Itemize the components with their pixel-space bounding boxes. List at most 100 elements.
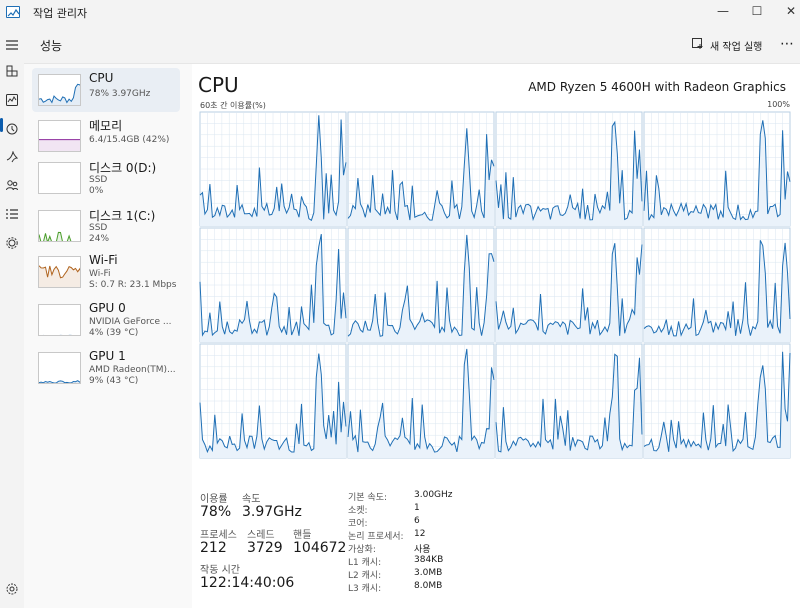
- device-name: 디스크 1(C:): [89, 209, 156, 223]
- device-thumbnail: [38, 74, 81, 106]
- page-header: 성능 새 작업 실행 ⋯: [24, 26, 800, 64]
- device-thumbnail: [38, 304, 81, 336]
- thread-label: 스레드: [247, 530, 275, 541]
- thumbnail-trace: [39, 380, 80, 383]
- process-label: 프로세스: [200, 530, 237, 541]
- spec-value: 3.00GHz: [414, 490, 453, 500]
- app-history-icon[interactable]: [3, 120, 21, 138]
- device-usage: 9% (43 °C): [89, 376, 139, 386]
- device-item-gpu-0[interactable]: GPU 0 NVIDIA GeForce ... 4% (39 °C): [32, 298, 180, 342]
- minimize-button[interactable]: —: [717, 4, 729, 18]
- logical-processor-graph: [347, 343, 495, 459]
- device-thumbnail: [38, 120, 81, 152]
- logical-processor-graph: [643, 111, 791, 227]
- thumbnail-trace: [39, 83, 80, 104]
- device-item-wifi[interactable]: Wi-Fi Wi-Fi S: 0.7 R: 23.1 Mbps: [32, 250, 180, 294]
- navigation-rail: [0, 26, 24, 608]
- device-thumbnail: [38, 210, 81, 242]
- handle-label: 핸들: [293, 530, 312, 541]
- more-options-button[interactable]: ⋯: [780, 36, 794, 52]
- usage-value: 78%: [200, 504, 232, 520]
- usage-label: 이용률: [200, 494, 228, 505]
- title-bar: 작업 관리자 — ☐ ✕: [0, 0, 800, 26]
- device-usage: 4% (39 °C): [89, 328, 139, 338]
- spec-label: 논리 프로세서:: [348, 532, 404, 542]
- device-item-disk-0[interactable]: 디스크 0(D:) SSD 0%: [32, 156, 180, 200]
- thumbnail-trace: [42, 334, 72, 335]
- device-name: GPU 0: [89, 301, 126, 315]
- spec-label: 가상화:: [348, 545, 376, 555]
- cpu-model-name: AMD Ryzen 5 4600H with Radeon Graphics: [528, 80, 786, 94]
- device-usage: 24%: [89, 234, 110, 244]
- performance-icon[interactable]: [3, 91, 21, 109]
- thumbnail-fill: [39, 335, 81, 336]
- spec-value: 3.0MB: [414, 568, 443, 578]
- device-name: CPU: [89, 71, 114, 85]
- device-detail: 78% 3.97GHz: [89, 89, 151, 99]
- users-icon[interactable]: [3, 176, 21, 194]
- run-task-label: 새 작업 실행: [710, 41, 763, 53]
- device-name: Wi-Fi: [89, 253, 118, 267]
- spec-value: 12: [414, 529, 426, 539]
- hamburger-menu-icon[interactable]: [3, 36, 21, 54]
- device-type: SSD: [89, 223, 108, 233]
- device-thumbnail: [38, 162, 81, 194]
- device-detail: 6.4/15.4GB (42%): [89, 135, 170, 145]
- cpu-heading: CPU: [198, 73, 239, 97]
- device-name: 디스크 0(D:): [89, 161, 157, 175]
- thumbnail-trace: [39, 265, 80, 279]
- spec-label: L2 캐시:: [348, 571, 382, 581]
- spec-label: 코어:: [348, 519, 368, 529]
- close-button[interactable]: ✕: [785, 4, 797, 18]
- window-title: 작업 관리자: [33, 7, 88, 20]
- run-task-icon: [692, 38, 704, 52]
- device-throughput: S: 0.7 R: 23.1 Mbps: [89, 280, 177, 290]
- thumbnail-fill: [39, 232, 71, 241]
- device-item-cpu[interactable]: CPU 78% 3.97GHz: [32, 68, 180, 112]
- run-new-task-button[interactable]: 새 작업 실행: [692, 35, 762, 55]
- thumbnail-fill: [39, 380, 80, 383]
- uptime-label: 작동 시간: [200, 565, 240, 576]
- processes-icon[interactable]: [3, 62, 21, 80]
- logical-processor-graph: [495, 227, 643, 343]
- cpu-detail-panel: CPU AMD Ryzen 5 4600H with Radeon Graphi…: [192, 64, 800, 608]
- logical-processor-graph: [199, 343, 347, 459]
- settings-icon[interactable]: [3, 580, 21, 598]
- logical-processor-graphs: [199, 111, 791, 459]
- spec-value: 1: [414, 503, 420, 513]
- spec-value: 384KB: [414, 555, 444, 565]
- logical-processor-graph: [347, 111, 495, 227]
- uptime-value: 122:14:40:06: [200, 575, 295, 591]
- logical-processor-graph: [347, 227, 495, 343]
- maximize-button[interactable]: ☐: [751, 4, 763, 18]
- services-icon[interactable]: [3, 234, 21, 252]
- thumbnail-trace: [39, 231, 72, 241]
- logical-processor-graph: [495, 111, 643, 227]
- device-item-memory[interactable]: 메모리 6.4/15.4GB (42%): [32, 114, 180, 158]
- device-type: SSD: [89, 175, 108, 185]
- details-icon[interactable]: [3, 205, 21, 223]
- logical-processor-graph: [643, 227, 791, 343]
- device-item-gpu-1[interactable]: GPU 1 AMD Radeon(TM)... 9% (43 °C): [32, 346, 180, 390]
- logical-processor-graph: [199, 227, 347, 343]
- spec-label: 기본 속도:: [348, 493, 388, 503]
- spec-value: 사용: [414, 545, 431, 555]
- device-type: Wi-Fi: [89, 269, 111, 279]
- page-title: 성능: [40, 39, 63, 53]
- device-item-disk-1[interactable]: 디스크 1(C:) SSD 24%: [32, 204, 180, 248]
- spec-label: L1 캐시:: [348, 558, 382, 568]
- logical-processor-graph: [495, 343, 643, 459]
- device-model: NVIDIA GeForce ...: [89, 317, 172, 327]
- spec-value: 8.0MB: [414, 581, 443, 591]
- spec-label: L3 캐시:: [348, 584, 382, 594]
- logical-processor-graph: [643, 343, 791, 459]
- thumbnail-fill: [39, 139, 80, 151]
- device-name: 메모리: [89, 119, 123, 133]
- device-thumbnail: [38, 256, 81, 288]
- spec-label: 소켓:: [348, 506, 368, 516]
- thread-value: 3729: [247, 540, 283, 556]
- active-indicator: [0, 118, 3, 132]
- startup-apps-icon[interactable]: [3, 148, 21, 166]
- device-usage: 0%: [89, 186, 104, 196]
- process-value: 212: [200, 540, 227, 556]
